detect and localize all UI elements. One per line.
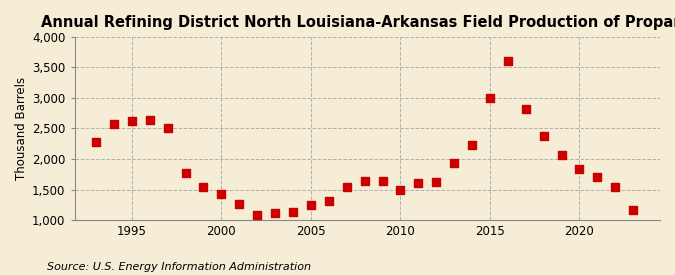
Point xyxy=(449,161,460,165)
Point xyxy=(342,185,352,189)
Point xyxy=(538,134,549,138)
Y-axis label: Thousand Barrels: Thousand Barrels xyxy=(15,77,28,180)
Point xyxy=(574,167,585,171)
Point xyxy=(395,187,406,192)
Point xyxy=(288,210,298,214)
Point xyxy=(162,126,173,130)
Title: Annual Refining District North Louisiana-Arkansas Field Production of Propane: Annual Refining District North Louisiana… xyxy=(41,15,675,30)
Point xyxy=(377,179,388,183)
Point xyxy=(485,96,495,100)
Point xyxy=(413,181,424,185)
Point xyxy=(144,118,155,123)
Point xyxy=(216,192,227,197)
Point xyxy=(466,143,477,147)
Point xyxy=(126,119,137,123)
Point xyxy=(90,140,101,144)
Point xyxy=(270,211,281,216)
Point xyxy=(323,198,334,203)
Point xyxy=(592,175,603,180)
Point xyxy=(109,121,119,126)
Point xyxy=(502,59,513,63)
Point xyxy=(359,179,370,183)
Point xyxy=(556,153,567,157)
Point xyxy=(520,107,531,111)
Point xyxy=(431,180,441,185)
Point xyxy=(252,212,263,217)
Point xyxy=(198,185,209,189)
Point xyxy=(628,208,639,212)
Point xyxy=(234,202,244,207)
Point xyxy=(306,203,317,207)
Point xyxy=(610,185,620,189)
Point xyxy=(180,171,191,175)
Text: Source: U.S. Energy Information Administration: Source: U.S. Energy Information Administ… xyxy=(47,262,311,272)
